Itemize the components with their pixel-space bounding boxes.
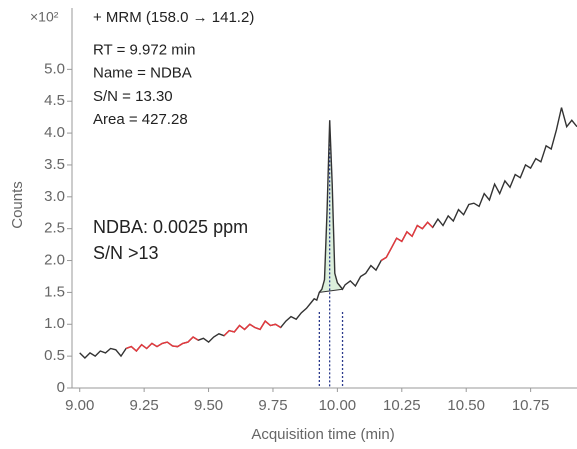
x-tick-label: 9.50 [194, 397, 223, 414]
x-tick-label: 10.00 [319, 397, 357, 414]
x-axis-label: Acquisition time (min) [251, 426, 394, 443]
x-tick-label: 10.75 [512, 397, 550, 414]
highlight-line [223, 320, 282, 337]
y-tick-label: 2.5 [44, 220, 65, 237]
y-tick-label: 0.5 [44, 347, 65, 364]
x-tick-label: 9.00 [65, 397, 94, 414]
x-tick-label: 9.75 [258, 397, 287, 414]
peak-area [319, 120, 343, 293]
result-text: NDBA: 0.0025 ppm [93, 217, 248, 237]
peak-baseline [319, 288, 343, 293]
x-tick-label: 10.25 [383, 397, 421, 414]
y-tick-label: 5.0 [44, 60, 65, 77]
y-axis-label: Counts [9, 181, 26, 229]
annotation: + MRM (158.0 → 141.2) [93, 9, 254, 26]
y-tick-label: 3.5 [44, 156, 65, 173]
annotation: Area = 427.28 [93, 111, 188, 128]
x-tick-label: 9.25 [130, 397, 159, 414]
annotation: RT = 9.972 min [93, 41, 195, 58]
y-tick-label: 4.5 [44, 92, 65, 109]
y-tick-label: 2.0 [44, 252, 65, 269]
y-tick-label: 4.0 [44, 124, 65, 141]
annotation: S/N = 13.30 [93, 88, 173, 105]
annotation: Name = NDBA [93, 65, 192, 82]
highlight-line [125, 336, 199, 352]
x-tick-label: 10.50 [447, 397, 485, 414]
result-text: S/N >13 [93, 243, 159, 263]
y-tick-label: 0 [57, 379, 65, 396]
y-multiplier: ×10² [30, 9, 59, 25]
y-tick-label: 1.5 [44, 283, 65, 300]
y-tick-label: 3.0 [44, 188, 65, 205]
y-tick-label: 1.0 [44, 315, 65, 332]
highlight-line [380, 221, 434, 262]
